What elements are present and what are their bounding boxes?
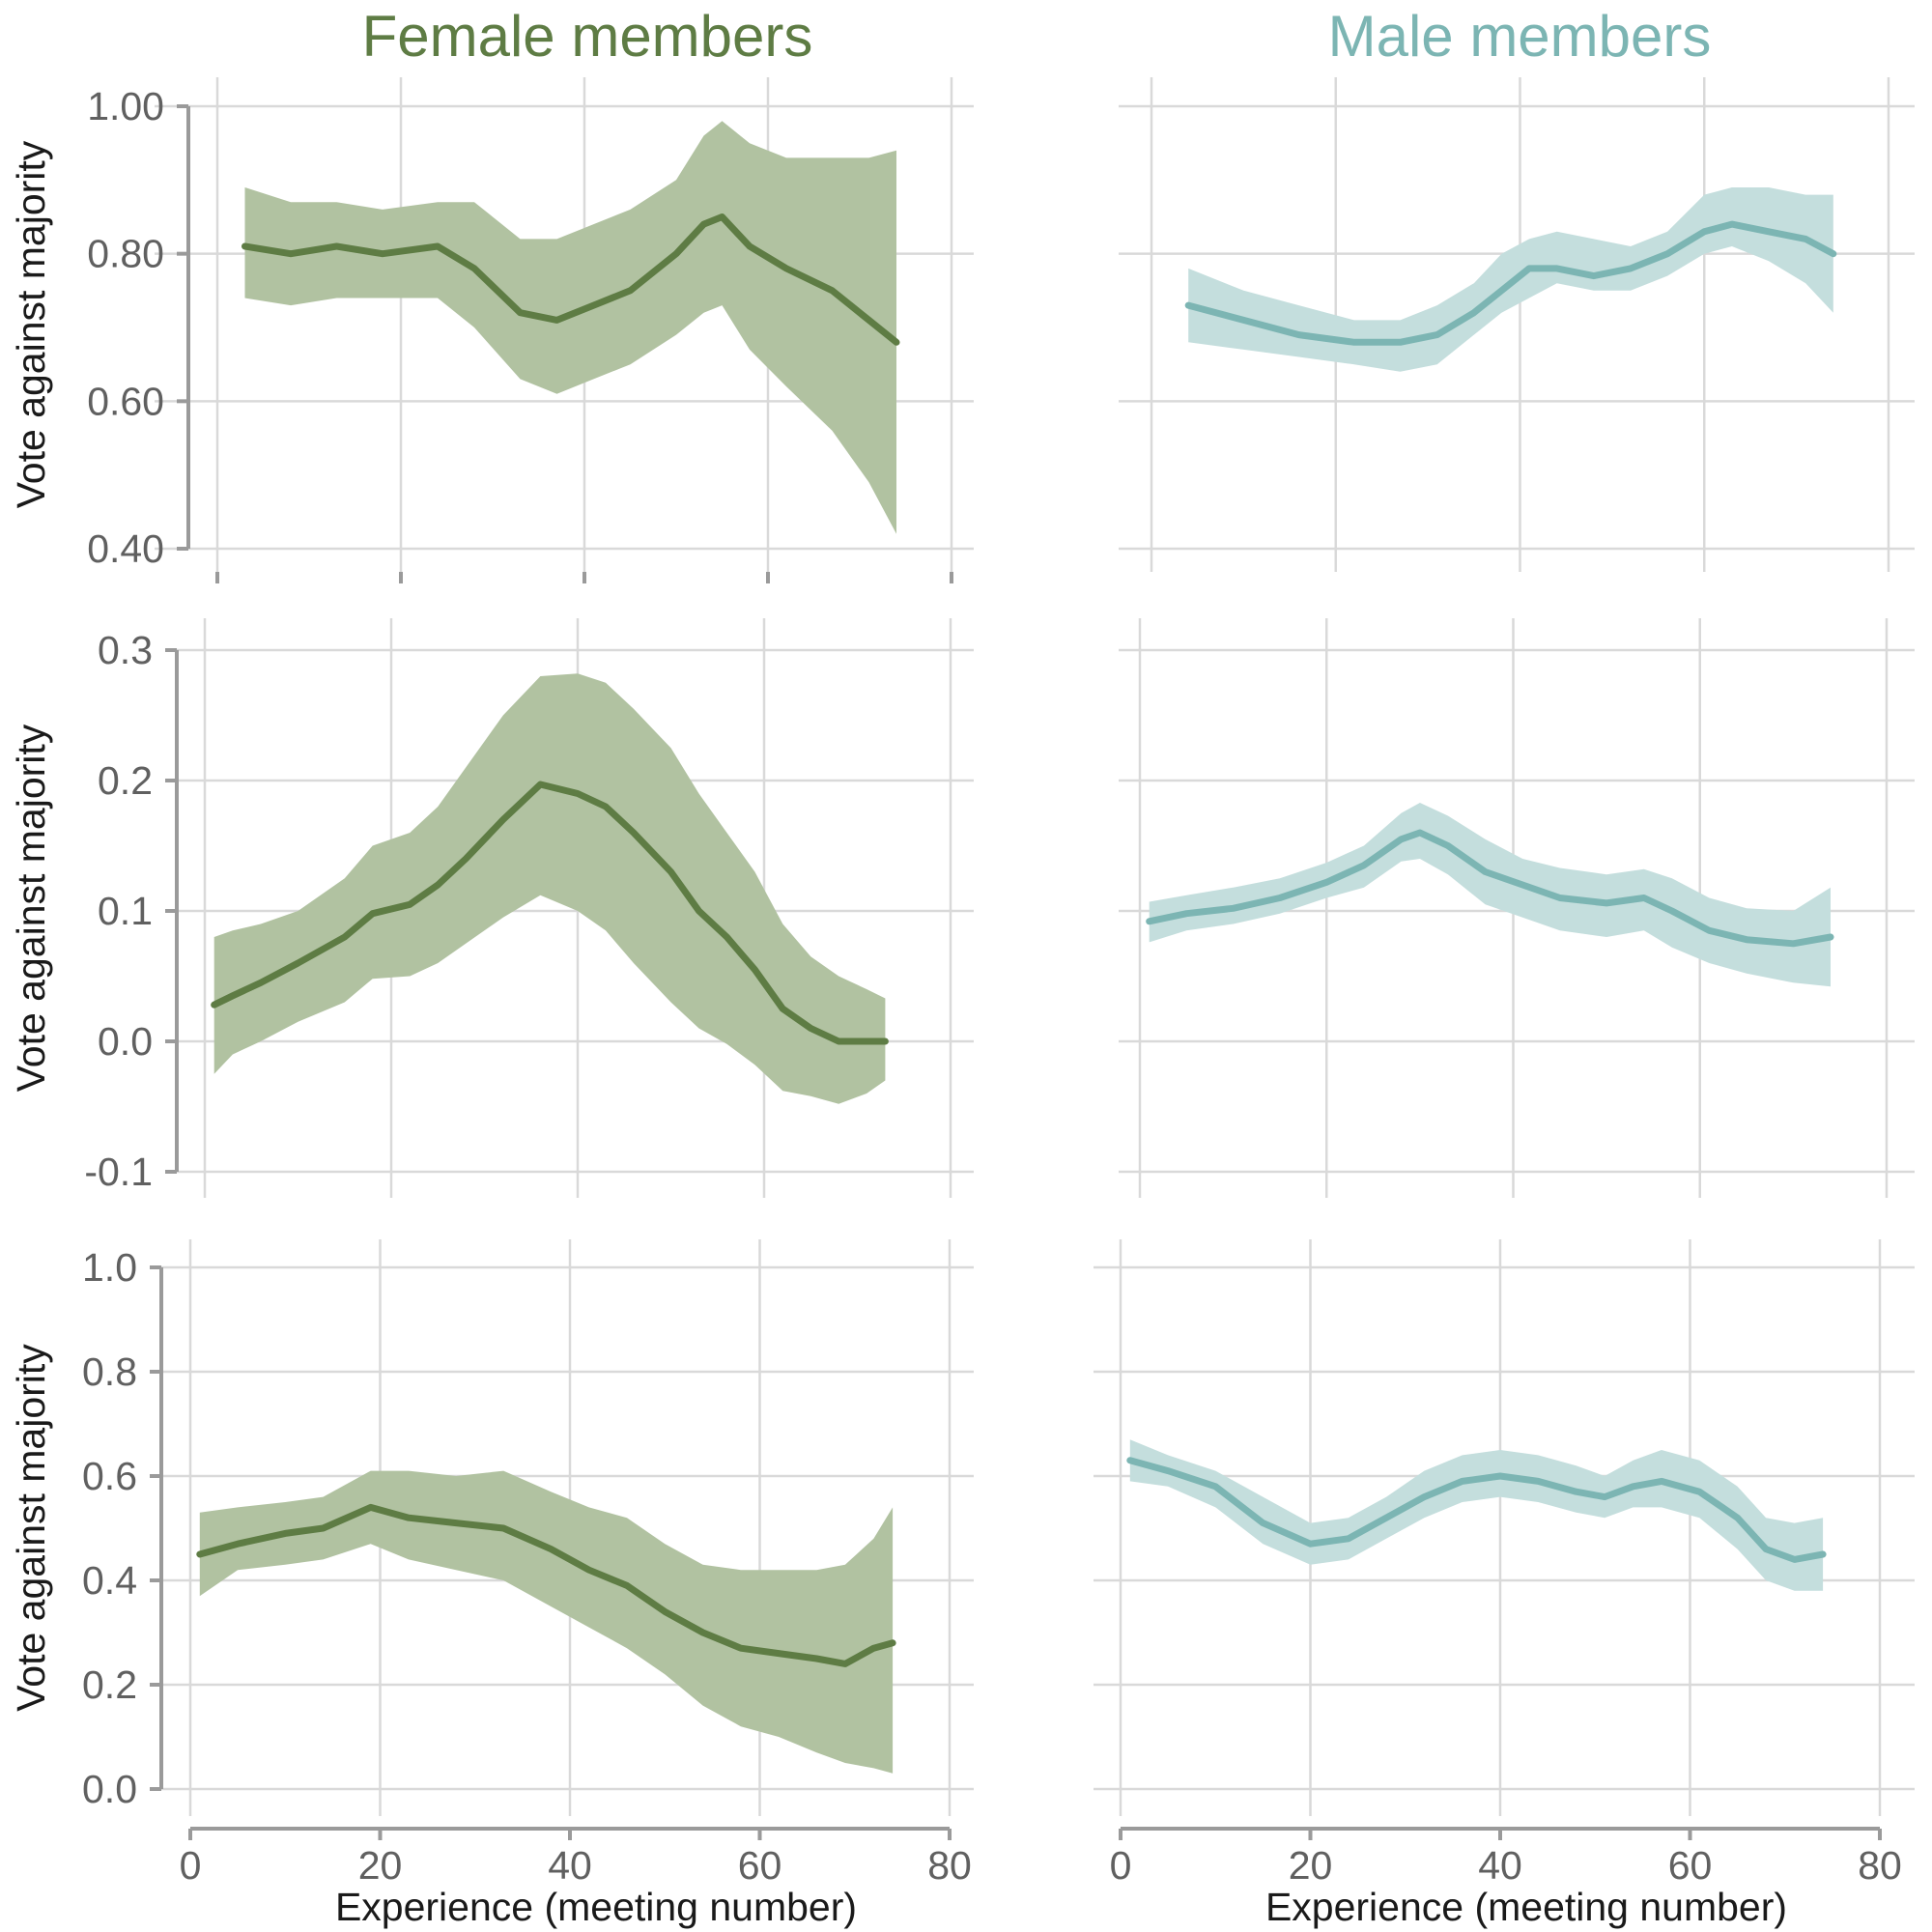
y-tick-label: 0.6 xyxy=(82,1454,137,1498)
y-tick-label: 0.4 xyxy=(82,1558,137,1603)
series-line xyxy=(1146,829,1834,948)
panel-row2-male xyxy=(1119,618,1915,1198)
confidence-band xyxy=(213,673,886,1104)
y-axis-title: Vote against majority xyxy=(9,140,53,508)
panel-row3-female: 0.0 0.2 0.4 0.6 0.8 1.0 Vote against majority 0… xyxy=(9,1239,974,1929)
series-line xyxy=(1184,220,1837,346)
y-tick-label: 0.40 xyxy=(87,526,164,571)
x-tick-label: 0 xyxy=(180,1843,202,1888)
panel-row3-male: 0 20 40 60 80 Experience (meeting number) xyxy=(1094,1239,1915,1929)
x-axis-title: Experience (meeting number) xyxy=(335,1885,857,1929)
x-tick-label: 20 xyxy=(358,1843,403,1888)
y-tick-label: 0.0 xyxy=(98,1019,153,1064)
x-tick-label: 40 xyxy=(548,1843,592,1888)
y-tick-label: 0.2 xyxy=(82,1662,137,1707)
series-line xyxy=(242,213,900,346)
series-line xyxy=(211,781,889,1045)
column-title-male: Male members xyxy=(1328,4,1712,69)
confidence-band xyxy=(199,1470,894,1774)
panel-row1-female: 0.40 0.60 0.80 1.00 Vote against majority xyxy=(9,77,974,583)
confidence-band xyxy=(244,121,896,534)
y-tick-label: 0.8 xyxy=(82,1350,137,1394)
column-title-female: Female members xyxy=(362,4,813,69)
x-tick-label: 60 xyxy=(738,1843,782,1888)
y-tick-label: 0.2 xyxy=(98,758,153,803)
x-tick-label: 80 xyxy=(1858,1843,1902,1888)
panel-row2-female: -0.1 0.0 0.1 0.2 0.3 Vote against majority xyxy=(9,618,974,1198)
y-axis-title: Vote against majority xyxy=(9,1344,53,1712)
panel-row1-male xyxy=(1119,77,1915,572)
x-tick-label: 40 xyxy=(1478,1843,1522,1888)
x-tick-label: 20 xyxy=(1289,1843,1333,1888)
y-tick-label: 0.3 xyxy=(98,628,153,672)
y-axis-title: Vote against majority xyxy=(9,724,53,1092)
y-tick-label: 0.60 xyxy=(87,379,164,423)
x-tick-label: 60 xyxy=(1668,1843,1713,1888)
confidence-band xyxy=(1129,1439,1824,1591)
x-axis-title: Experience (meeting number) xyxy=(1265,1885,1787,1929)
confidence-band xyxy=(1149,803,1831,987)
x-tick-label: 0 xyxy=(1110,1843,1132,1888)
y-tick-label: 0.80 xyxy=(87,232,164,276)
y-tick-label: 0.0 xyxy=(82,1767,137,1811)
x-tick-label: 80 xyxy=(927,1843,972,1888)
series-line xyxy=(196,1503,896,1667)
series-line xyxy=(1126,1457,1827,1563)
y-tick-label: 1.00 xyxy=(87,84,164,128)
y-tick-label: -0.1 xyxy=(84,1150,153,1194)
y-tick-label: 0.1 xyxy=(98,889,153,933)
y-tick-label: 1.0 xyxy=(82,1245,137,1290)
